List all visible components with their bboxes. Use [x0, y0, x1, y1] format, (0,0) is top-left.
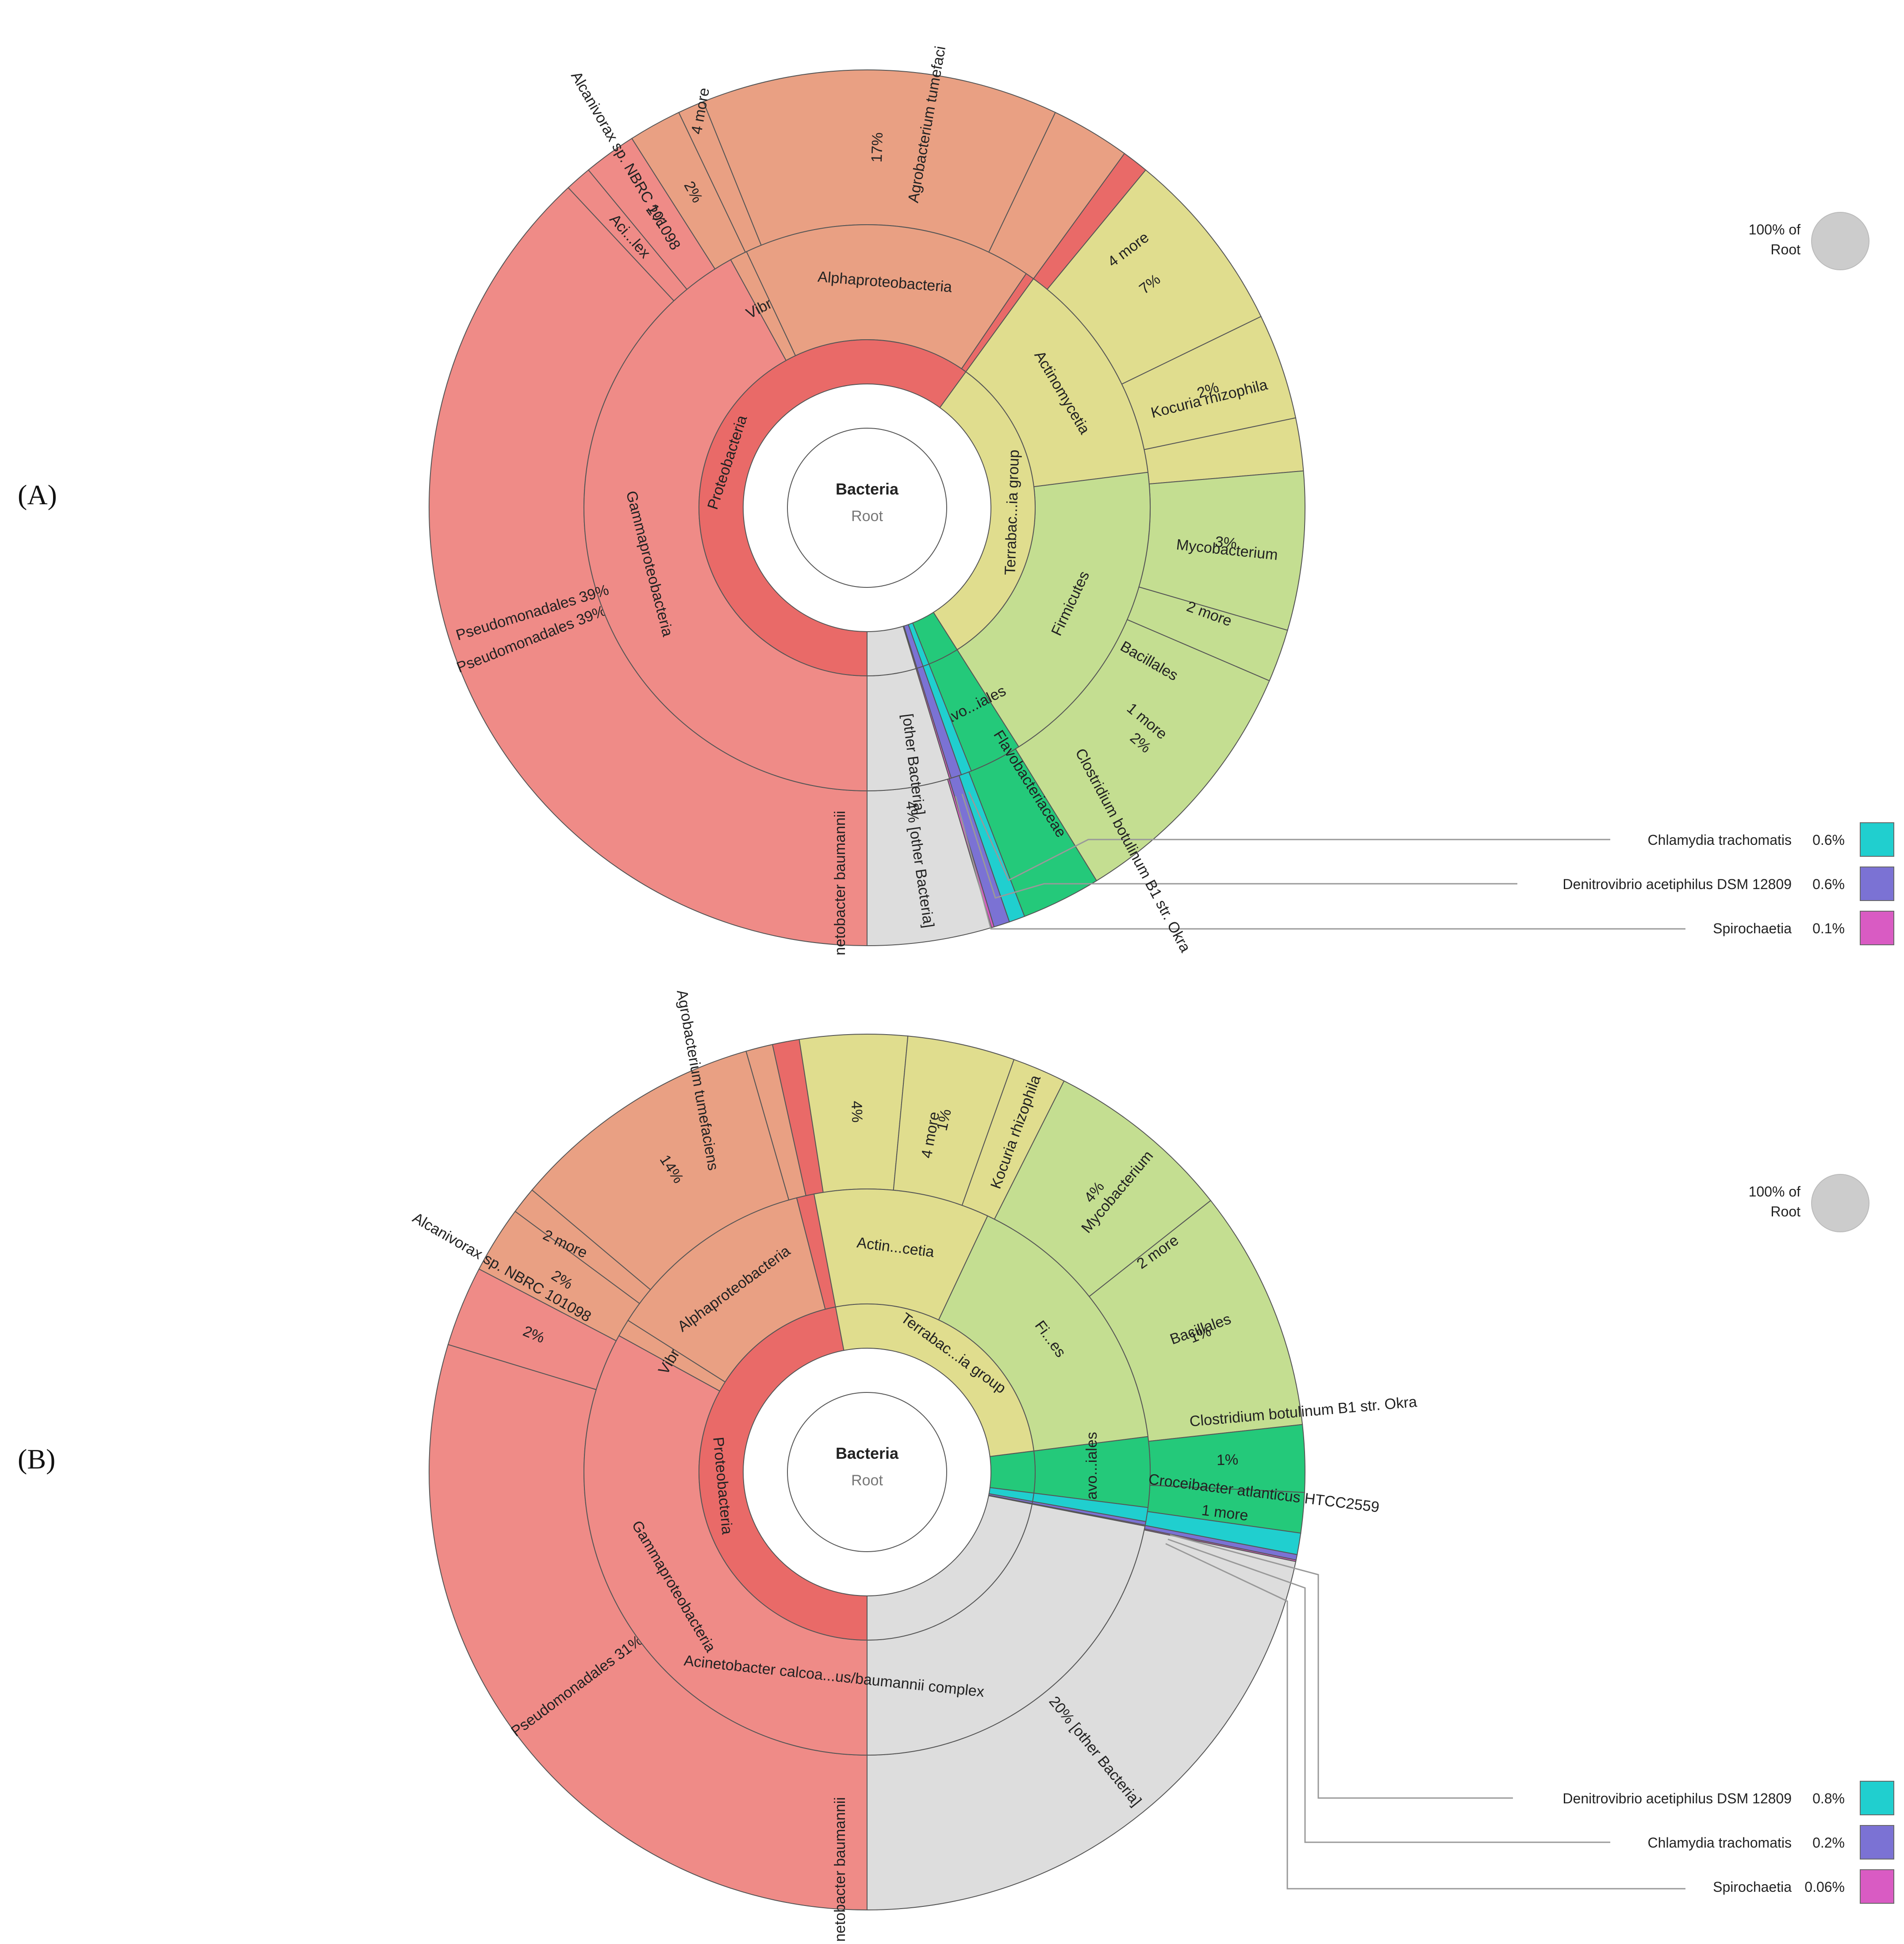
a-center-hole[interactable] [787, 428, 947, 588]
a-leader-denitrovibrio [961, 794, 1517, 899]
a-leader-spirochaetia [955, 796, 1685, 930]
b-ring1-segment-proteobacteria[interactable] [699, 1306, 868, 1641]
panel-a: (A) Pseudomonadales 39%Aci...lex2%2%17%7… [18, 45, 1894, 955]
b-ring1-segment-terrabacteria-group[interactable] [835, 1304, 1035, 1457]
root-indicator-circle-b[interactable] [1811, 1174, 1869, 1232]
a-legend-name-chlamydia-trachomatis: Chlamydia trachomatis [1648, 832, 1792, 848]
panel-b: (B) Pseudomonadales 31%2%2%14%4% 1%4%1%1%… [18, 989, 1894, 1942]
b-center-band [743, 1348, 991, 1596]
b-ring2-label-flavobacteriales: Flavo...iales [1083, 1432, 1100, 1512]
root-indicator-line2-b: Root [1770, 1204, 1800, 1219]
a-legend-name-denitrovibrio-acetiphilus-dsm-12809: Denitrovibrio acetiphilus DSM 12809 [1562, 876, 1792, 892]
b-leader-denitrovibrio [1170, 1534, 1513, 1799]
a-ring1-segment-other-bacteria[interactable] [867, 625, 917, 677]
a-legend-swatch-chlamydia-trachomatis[interactable] [1860, 822, 1894, 857]
b-outer-label-croceibacter-atlanticus-htcc2559: 1% [1216, 1451, 1238, 1469]
a-legend-value-denitrovibrio-acetiphilus-dsm-12809: 0.6% [1812, 876, 1845, 892]
root-indicator-line1-b: 100% of [1749, 1184, 1801, 1200]
ext-label-acinetobacter-baumannii-a: netobacter baumannii [832, 811, 848, 955]
a-ring1-label-terrabacteria-group: Terrabac...ia group [1002, 449, 1022, 575]
b-legend-value-chlamydia-trachomatis: 0.2% [1812, 1835, 1845, 1851]
b-ring1-segment-other-bacteria[interactable] [867, 1495, 1033, 1641]
center-sublabel-b: Root [851, 1472, 883, 1489]
b-legend-swatch-denitrovibrio-acetiphilus-dsm-12809[interactable] [1860, 1781, 1894, 1815]
a-legend-name-spirochaetia: Spirochaetia [1713, 920, 1792, 936]
b-legend-value-denitrovibrio-acetiphilus-dsm-12809: 0.8% [1812, 1791, 1845, 1806]
b-outer-label-kocuria-rhizophila: 4% [848, 1100, 866, 1123]
b-center-hole[interactable] [787, 1392, 947, 1552]
b-leader-chlamydia [1167, 1538, 1610, 1843]
b-legend-name-spirochaetia: Spirochaetia [1713, 1879, 1792, 1895]
root-indicator-b[interactable]: 100% of Root [1749, 1174, 1869, 1232]
center-a: Bacteria Root [836, 480, 899, 525]
center-sublabel-a: Root [851, 508, 883, 525]
b-legend-name-chlamydia-trachomatis: Chlamydia trachomatis [1648, 1835, 1792, 1851]
a-ring1-segment-terrabacteria-group[interactable] [933, 371, 1036, 651]
legend-b: 0.8% Denitrovibrio acetiphilus DSM 12809 0… [1562, 1781, 1894, 1904]
leader-lines-a [955, 791, 1685, 930]
panel-label-a: (A) [18, 479, 57, 510]
legend-a: 0.6% Chlamydia trachomatis 0.6% Denitrovibr… [1562, 822, 1894, 945]
a-legend-value-spirochaetia: 0.1% [1812, 920, 1845, 936]
a-legend-swatch-denitrovibrio-acetiphilus-dsm-12809[interactable] [1860, 867, 1894, 901]
b-legend-name-denitrovibrio-acetiphilus-dsm-12809: Denitrovibrio acetiphilus DSM 12809 [1562, 1791, 1792, 1806]
a-center-band [743, 384, 991, 632]
sunburst-rings-a: Pseudomonadales 39%Aci...lex2%2%17%7%2%3… [429, 69, 1305, 947]
a-leader-chlamydia [968, 791, 1610, 882]
b-legend-swatch-spirochaetia[interactable] [1860, 1869, 1894, 1904]
root-indicator-circle-a[interactable] [1811, 212, 1869, 270]
root-indicator-line1-a: 100% of [1749, 222, 1801, 238]
b-ring1-segment-bacteroidetes[interactable] [989, 1450, 1036, 1494]
a-legend-swatch-spirochaetia[interactable] [1860, 911, 1894, 945]
b-legend-swatch-chlamydia-trachomatis[interactable] [1860, 1825, 1894, 1860]
root-indicator-line2-a: Root [1770, 242, 1800, 257]
center-label-a: Bacteria [836, 480, 899, 498]
panel-label-b: (B) [18, 1443, 55, 1475]
sunburst-rings-b: Pseudomonadales 31%2%2%14%4% 1%4%1%1%20% … [429, 1034, 1305, 1911]
a-outer-label-agrobacterium-tumefaciens: 17% [868, 132, 886, 163]
b-leader-spirochaetia [1165, 1543, 1685, 1890]
a-outer-label-bacillales: 3% [1214, 533, 1238, 552]
root-indicator-a[interactable]: 100% of Root [1749, 212, 1869, 270]
leader-lines-b [1165, 1534, 1685, 1890]
center-label-b: Bacteria [836, 1444, 899, 1462]
a-ring1-segment-proteobacteria[interactable] [699, 339, 967, 677]
b-legend-value-spirochaetia: 0.06% [1804, 1879, 1845, 1895]
a-legend-value-chlamydia-trachomatis: 0.6% [1812, 832, 1845, 848]
ext-label-acinetobacter-baumannii-b: netobacter baumannii [832, 1797, 848, 1942]
center-b: Bacteria Root [836, 1444, 899, 1489]
